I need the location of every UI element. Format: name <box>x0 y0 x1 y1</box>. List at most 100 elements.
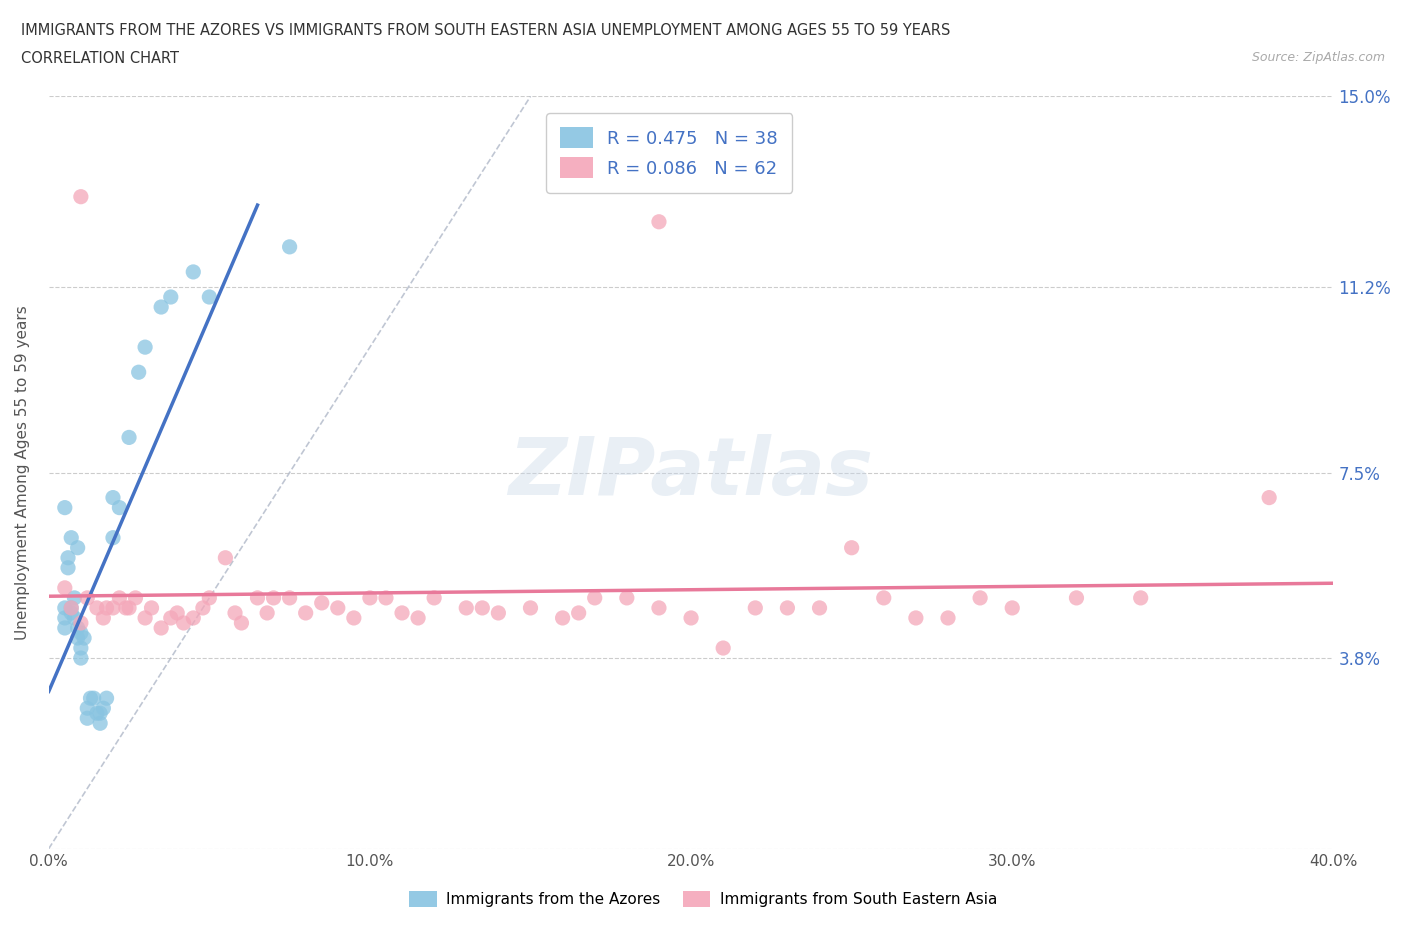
Point <box>73 631 96 645</box>
Point <box>159 289 181 304</box>
Point <box>359 591 381 605</box>
Point <box>744 601 766 616</box>
Point <box>53 601 76 616</box>
Point <box>326 601 349 616</box>
Point <box>70 651 93 666</box>
Point <box>214 551 236 565</box>
Point <box>83 691 105 706</box>
Point <box>191 601 214 616</box>
Point <box>648 601 671 616</box>
Point <box>76 711 98 725</box>
Point <box>60 530 83 545</box>
Point <box>456 601 478 616</box>
Point <box>776 601 799 616</box>
Point <box>224 605 246 620</box>
Point <box>519 601 541 616</box>
Point <box>128 365 150 379</box>
Point <box>53 620 76 635</box>
Point <box>711 641 734 656</box>
Point <box>246 591 269 605</box>
Point <box>118 601 141 616</box>
Point <box>969 591 991 605</box>
Text: CORRELATION CHART: CORRELATION CHART <box>21 51 179 66</box>
Point <box>198 289 221 304</box>
Point <box>70 641 93 656</box>
Legend: Immigrants from the Azores, Immigrants from South Eastern Asia: Immigrants from the Azores, Immigrants f… <box>404 884 1002 913</box>
Point <box>551 610 574 625</box>
Point <box>648 214 671 229</box>
Point <box>76 701 98 716</box>
Point <box>181 610 204 625</box>
Point <box>375 591 398 605</box>
Point <box>568 605 591 620</box>
Point <box>101 601 124 616</box>
Point <box>681 610 703 625</box>
Point <box>904 610 927 625</box>
Legend: R = 0.475   N = 38, R = 0.086   N = 62: R = 0.475 N = 38, R = 0.086 N = 62 <box>546 113 793 193</box>
Point <box>583 591 606 605</box>
Point <box>53 500 76 515</box>
Point <box>343 610 366 625</box>
Point <box>93 610 115 625</box>
Point <box>311 595 333 610</box>
Point <box>56 551 79 565</box>
Y-axis label: Unemployment Among Ages 55 to 59 years: Unemployment Among Ages 55 to 59 years <box>15 305 30 640</box>
Point <box>1066 591 1088 605</box>
Point <box>181 264 204 279</box>
Point <box>93 701 115 716</box>
Point <box>66 540 89 555</box>
Point <box>66 620 89 635</box>
Point <box>89 706 111 721</box>
Point <box>294 605 316 620</box>
Point <box>1258 490 1281 505</box>
Point <box>141 601 163 616</box>
Point <box>166 605 188 620</box>
Point <box>278 239 301 254</box>
Point <box>118 430 141 445</box>
Point <box>256 605 278 620</box>
Point <box>101 530 124 545</box>
Text: IMMIGRANTS FROM THE AZORES VS IMMIGRANTS FROM SOUTH EASTERN ASIA UNEMPLOYMENT AM: IMMIGRANTS FROM THE AZORES VS IMMIGRANTS… <box>21 23 950 38</box>
Point <box>53 580 76 595</box>
Point <box>56 561 79 576</box>
Point <box>263 591 285 605</box>
Point <box>150 299 173 314</box>
Point <box>150 620 173 635</box>
Point <box>86 601 108 616</box>
Point <box>101 490 124 505</box>
Point <box>873 591 896 605</box>
Point <box>66 631 89 645</box>
Point <box>471 601 494 616</box>
Point <box>406 610 429 625</box>
Point <box>159 610 181 625</box>
Point <box>134 610 156 625</box>
Text: Source: ZipAtlas.com: Source: ZipAtlas.com <box>1251 51 1385 64</box>
Text: ZIPatlas: ZIPatlas <box>509 433 873 512</box>
Point <box>173 616 195 631</box>
Point <box>231 616 253 631</box>
Point <box>70 190 93 205</box>
Point <box>114 601 136 616</box>
Point <box>278 591 301 605</box>
Point <box>108 591 131 605</box>
Point <box>108 500 131 515</box>
Point <box>89 716 111 731</box>
Point <box>808 601 831 616</box>
Point <box>70 616 93 631</box>
Point <box>63 591 86 605</box>
Point <box>60 605 83 620</box>
Point <box>60 601 83 616</box>
Point <box>616 591 638 605</box>
Point <box>86 706 108 721</box>
Point <box>198 591 221 605</box>
Point <box>79 691 101 706</box>
Point <box>124 591 146 605</box>
Point <box>486 605 509 620</box>
Point <box>96 601 118 616</box>
Point <box>96 691 118 706</box>
Point <box>1129 591 1152 605</box>
Point <box>841 540 863 555</box>
Point <box>70 626 93 641</box>
Point <box>423 591 446 605</box>
Point <box>76 591 98 605</box>
